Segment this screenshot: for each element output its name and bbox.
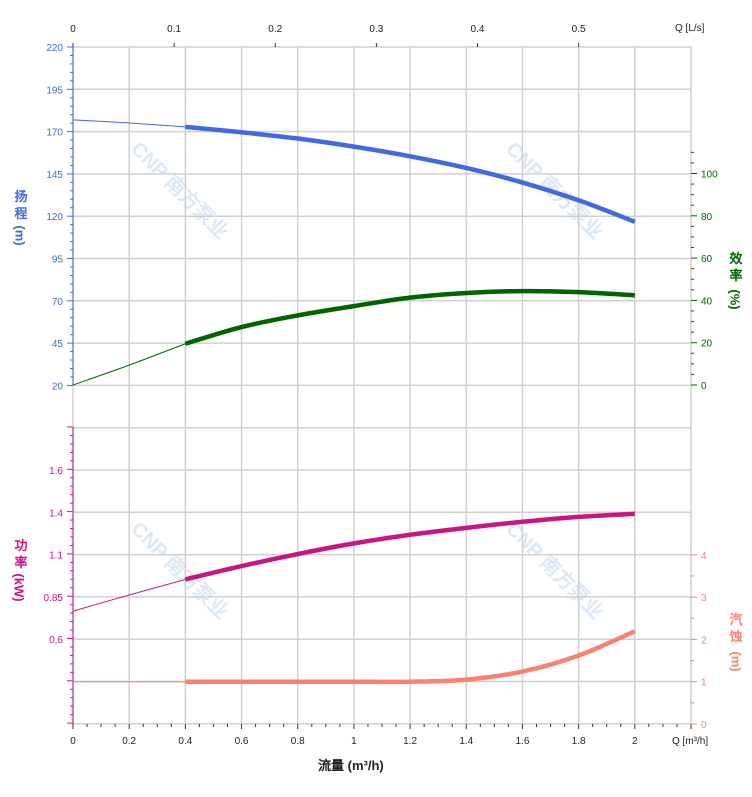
efficiency-tick-label: 20 — [701, 339, 713, 350]
watermark: CNP 南方泵业 — [501, 517, 608, 624]
head-tick-label: 145 — [46, 170, 63, 181]
npsh-tick-label: 1 — [701, 678, 707, 689]
npsh-axis-unit: (m) — [728, 651, 744, 672]
efficiency-tick-label: 100 — [701, 170, 718, 181]
npsh-axis-label: 汽蚀 — [729, 612, 743, 644]
power-tick-label: 0.6 — [49, 635, 63, 646]
power-axis-label: 功率 — [14, 538, 28, 570]
npsh-tick-label: 0 — [701, 720, 707, 731]
efficiency-tick-label: 80 — [701, 212, 713, 223]
efficiency-axis-label: 效率 — [729, 251, 743, 283]
npsh-tick-label: 3 — [701, 593, 707, 604]
head-tick-label: 170 — [46, 128, 63, 139]
head-tick-label: 45 — [52, 339, 64, 350]
npsh-tick-label: 4 — [701, 551, 707, 562]
x-tick-label: 1 — [351, 736, 357, 747]
x-top-axis-unit: Q [L/s] — [675, 23, 705, 34]
x-tick-label: 0.6 — [235, 736, 249, 747]
head-tick-label: 195 — [46, 85, 63, 96]
x-tick-label: 1.8 — [572, 736, 586, 747]
x-axis-title: 流量 (m³/h) — [318, 758, 384, 773]
power-axis-unit: (kW) — [11, 573, 27, 602]
watermark: CNP 南方泵业 — [126, 137, 233, 244]
efficiency-axis-unit: (%) — [727, 289, 743, 310]
head-curve — [185, 124, 636, 224]
head-axis-label: 扬程 — [14, 189, 28, 221]
head-curve-extension — [72, 119, 186, 128]
x-tick-label: 1.2 — [403, 736, 417, 747]
x-tick-label: 1.6 — [516, 736, 530, 747]
x-tick-label: 1.4 — [459, 736, 473, 747]
efficiency-tick-label: 40 — [701, 296, 713, 307]
head-tick-label: 220 — [46, 43, 63, 54]
head-tick-label: 70 — [52, 297, 64, 308]
efficiency-curve-extension — [72, 343, 186, 386]
x-tick-label: 0.2 — [122, 736, 136, 747]
x-top-tick-label: 0.4 — [471, 24, 485, 35]
efficiency-tick-label: 60 — [701, 254, 713, 265]
power-tick-label: 1.4 — [49, 508, 63, 519]
head-tick-label: 20 — [52, 381, 64, 392]
x-tick-label: 0 — [70, 736, 76, 747]
x-top-tick-label: 0 — [70, 24, 76, 35]
x-top-tick-label: 0.1 — [167, 24, 181, 35]
power-tick-label: 1.6 — [49, 466, 63, 477]
x-top-tick-label: 0.5 — [572, 24, 586, 35]
power-curve-extension — [72, 578, 186, 612]
x-top-tick-label: 0.3 — [369, 24, 383, 35]
x-axis-unit: Q [m³/h] — [672, 736, 709, 747]
npsh-tick-label: 2 — [701, 635, 707, 646]
x-tick-label: 0.4 — [178, 736, 192, 747]
efficiency-tick-label: 0 — [701, 381, 707, 392]
x-top-tick-label: 0.2 — [268, 24, 282, 35]
head-tick-label: 95 — [52, 255, 64, 266]
npsh-curve — [185, 629, 636, 685]
head-tick-label: 120 — [46, 212, 63, 223]
power-curve — [184, 511, 635, 582]
head-axis-unit: (m) — [12, 225, 28, 246]
efficiency-curve — [184, 288, 635, 346]
x-tick-label: 0.8 — [291, 736, 305, 747]
power-tick-label: 1.1 — [49, 551, 63, 562]
x-tick-label: 2 — [632, 736, 638, 747]
power-tick-label: 0.85 — [44, 593, 64, 604]
